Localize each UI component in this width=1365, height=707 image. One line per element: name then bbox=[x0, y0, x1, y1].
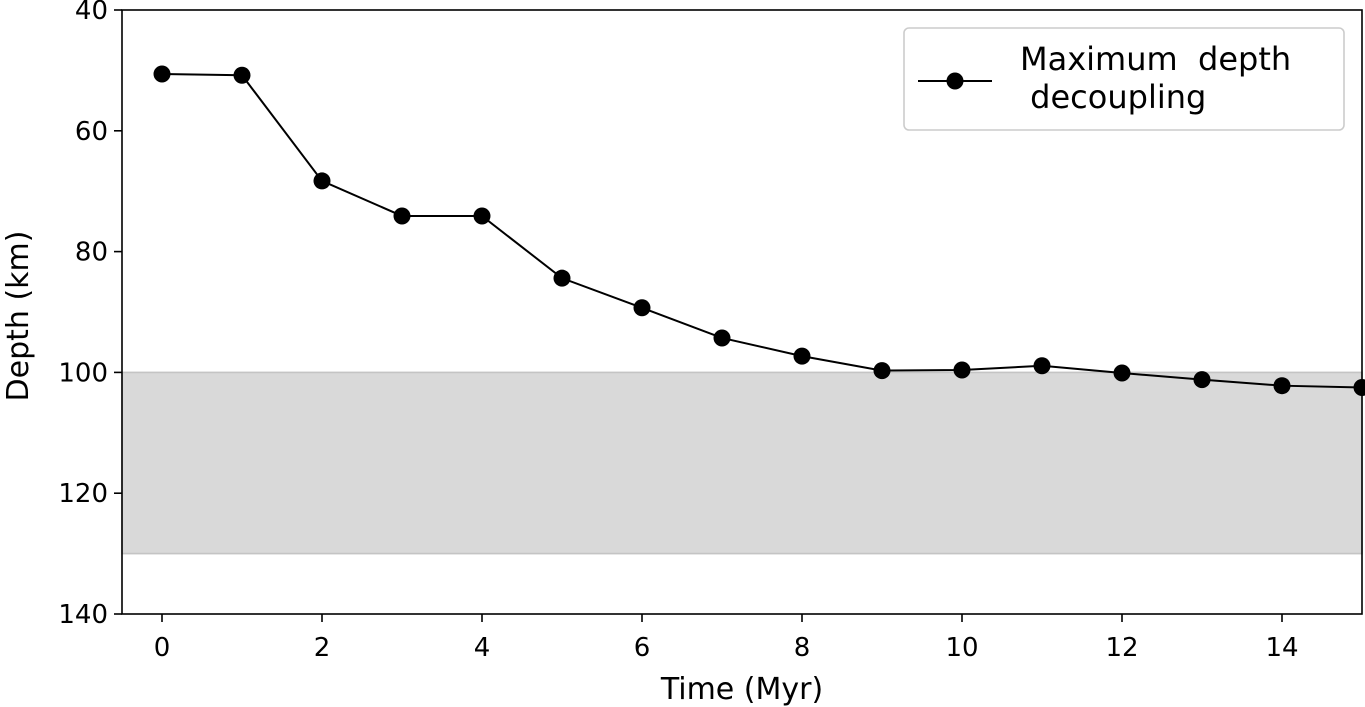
series-line bbox=[161, 73, 1363, 389]
legend-label-line-1: Maximum depth bbox=[1020, 40, 1291, 78]
y-tick-label: 120 bbox=[58, 479, 108, 509]
shaded-band-rect bbox=[121, 371, 1363, 555]
y-tick-label: 40 bbox=[75, 0, 108, 26]
x-tick-label: 6 bbox=[634, 633, 651, 663]
x-tick-label: 8 bbox=[794, 633, 811, 663]
data-point bbox=[1113, 364, 1131, 382]
x-tick-label: 4 bbox=[474, 633, 491, 663]
plot-frame bbox=[121, 9, 1363, 615]
shaded-depth-band bbox=[121, 371, 1363, 555]
data-point bbox=[1033, 357, 1051, 375]
y-tick-label: 140 bbox=[58, 600, 108, 630]
legend-label-line-2: decoupling bbox=[1020, 78, 1206, 116]
data-point bbox=[1193, 371, 1211, 389]
legend-marker-sample bbox=[946, 72, 964, 90]
data-point bbox=[873, 362, 891, 380]
data-point bbox=[233, 66, 251, 84]
data-point bbox=[1273, 377, 1291, 395]
x-tick-label: 2 bbox=[314, 633, 331, 663]
legend: Maximum depth decoupling bbox=[903, 27, 1345, 131]
y-tick-label: 100 bbox=[58, 358, 108, 388]
x-tick-label: 14 bbox=[1265, 633, 1298, 663]
x-axis-label: Time (Myr) bbox=[660, 672, 823, 707]
data-point bbox=[153, 65, 171, 83]
series-max-depth-decoupling bbox=[153, 65, 1365, 396]
x-axis-ticks: 0 2 4 6 8 10 12 14 bbox=[154, 614, 1299, 663]
data-point bbox=[393, 207, 411, 225]
data-point bbox=[633, 299, 651, 317]
y-tick-label: 60 bbox=[75, 117, 108, 147]
y-tick-label: 80 bbox=[75, 238, 108, 268]
data-point bbox=[793, 347, 811, 365]
data-point bbox=[473, 207, 491, 225]
x-tick-label: 10 bbox=[945, 633, 978, 663]
y-axis-ticks: 40 60 80 100 120 140 bbox=[58, 0, 122, 630]
y-axis-label: Depth (km) bbox=[1, 231, 36, 402]
x-tick-label: 0 bbox=[154, 633, 171, 663]
data-point bbox=[313, 172, 331, 190]
legend-box bbox=[903, 27, 1345, 131]
data-point bbox=[953, 361, 971, 379]
data-point bbox=[553, 269, 571, 287]
data-point bbox=[713, 329, 731, 347]
x-tick-label: 12 bbox=[1105, 633, 1138, 663]
